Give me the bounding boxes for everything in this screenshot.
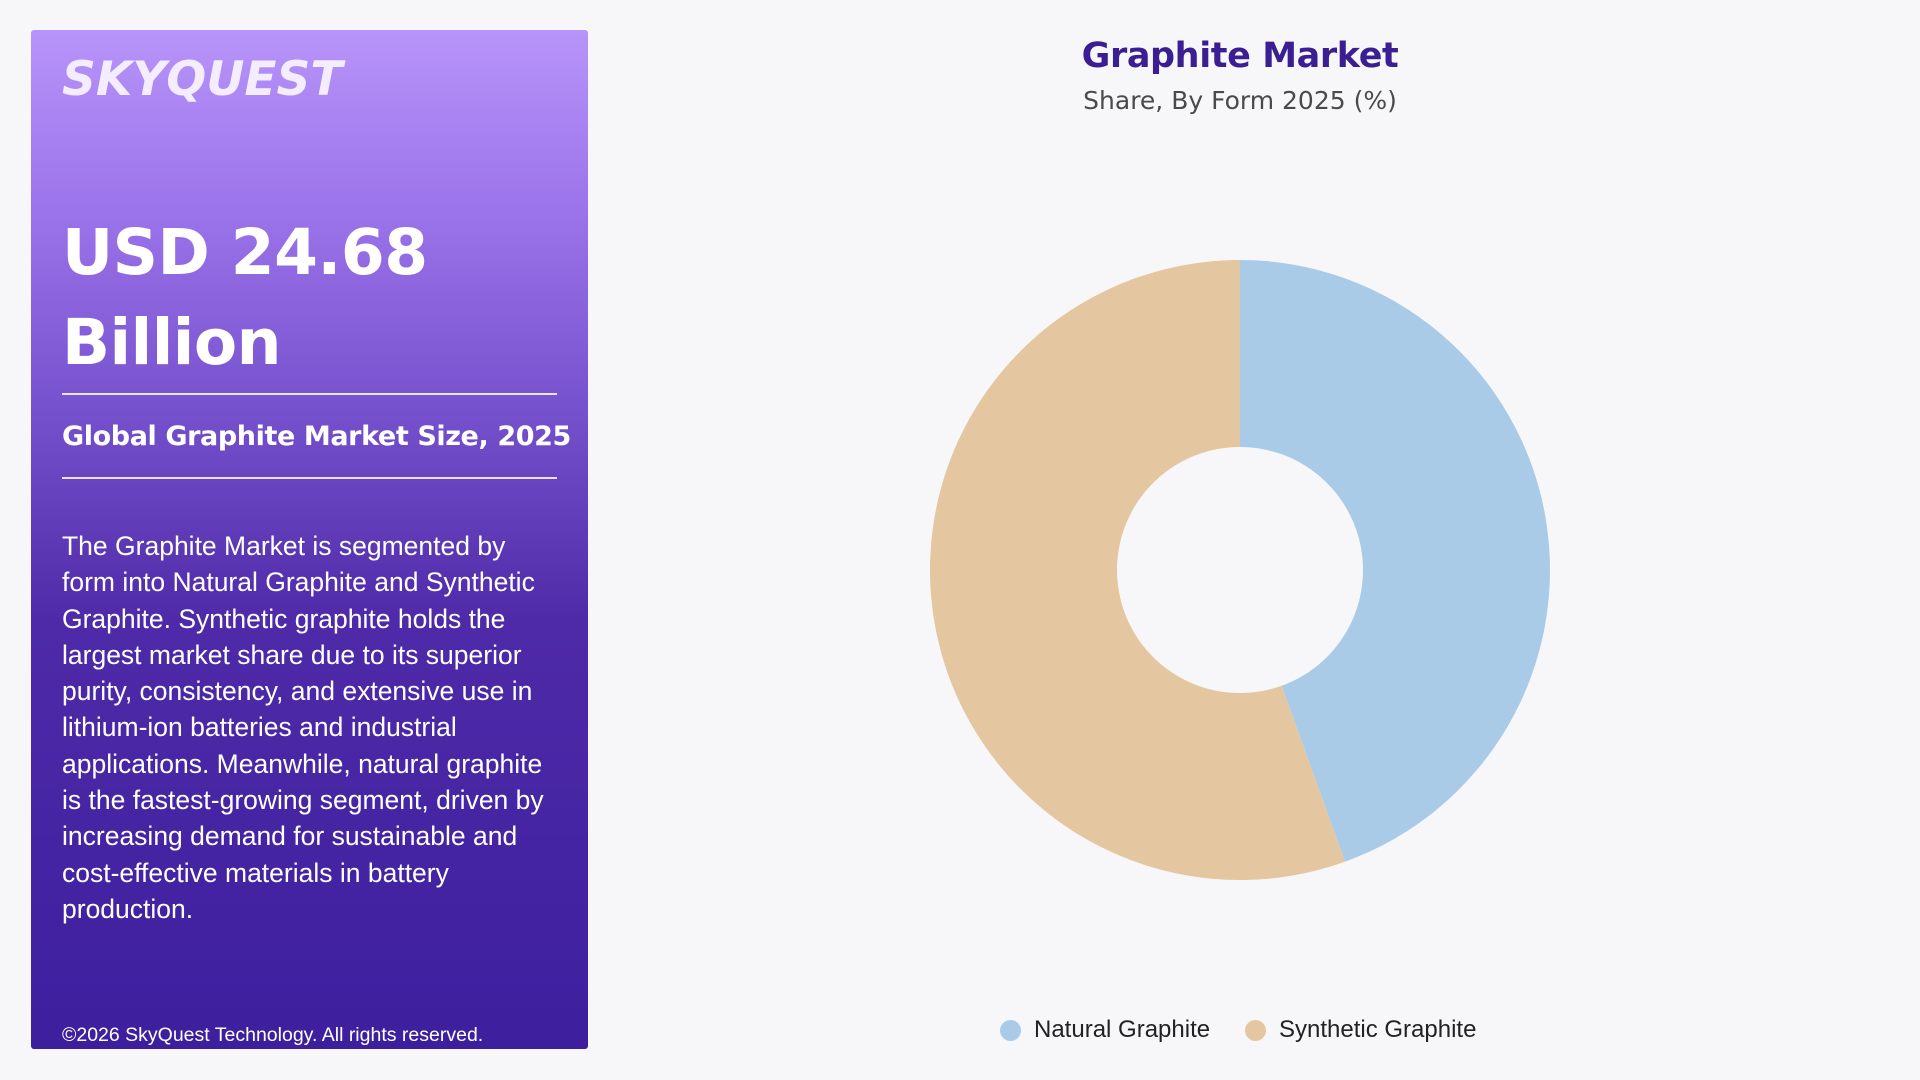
legend-item-synthetic-graphite[interactable]: Synthetic Graphite xyxy=(1245,1016,1476,1044)
legend-label: Natural Graphite xyxy=(1034,1016,1211,1043)
skyquest-logo: SKYQUEST xyxy=(62,52,343,107)
copyright-text: ©2026 SkyQuest Technology. All rights re… xyxy=(62,1024,484,1046)
chart-title: Graphite Market xyxy=(1081,36,1399,76)
market-description: The Graphite Market is segmented by form… xyxy=(62,531,544,924)
summary-panel: SKYQUEST USD 24.68 Billion Global Graphi… xyxy=(31,30,588,1049)
divider-bottom xyxy=(62,477,557,479)
chart-legend: Natural Graphite Synthetic Graphite xyxy=(0,1016,1920,1052)
legend-label: Synthetic Graphite xyxy=(1279,1016,1477,1043)
divider-top xyxy=(62,393,557,395)
chart-subtitle: Share, By Form 2025 (%) xyxy=(1083,86,1397,115)
donut-slice-natural-graphite[interactable] xyxy=(1240,260,1550,862)
market-size-value: USD 24.68 Billion xyxy=(62,216,428,379)
legend-swatch xyxy=(1000,1019,1021,1041)
legend-item-natural-graphite[interactable]: Natural Graphite xyxy=(1000,1016,1210,1044)
market-size-label: Global Graphite Market Size, 2025 xyxy=(62,421,571,452)
legend-swatch xyxy=(1245,1019,1266,1041)
donut-slice-synthetic-graphite[interactable] xyxy=(929,260,1346,881)
